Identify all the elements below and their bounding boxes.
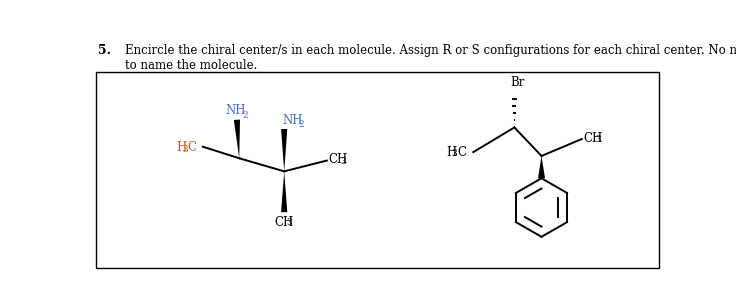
Text: C: C	[188, 141, 197, 154]
Text: 3: 3	[182, 145, 188, 153]
Text: CH: CH	[274, 216, 294, 229]
Text: 3: 3	[595, 135, 601, 144]
Text: Br: Br	[511, 76, 525, 89]
Text: NH: NH	[225, 104, 246, 117]
Polygon shape	[281, 171, 287, 212]
FancyBboxPatch shape	[96, 72, 659, 267]
Text: CH: CH	[328, 153, 347, 166]
Text: 3: 3	[341, 157, 347, 166]
Text: 2: 2	[298, 120, 304, 129]
Text: C: C	[457, 145, 466, 159]
Text: 2: 2	[242, 111, 248, 120]
Text: NH: NH	[283, 114, 303, 127]
Text: H: H	[446, 145, 456, 159]
Text: Encircle the chiral center/s in each molecule. Assign R or S configurations for : Encircle the chiral center/s in each mol…	[124, 44, 736, 72]
Text: 3: 3	[286, 217, 292, 227]
Text: 3: 3	[452, 149, 457, 158]
Polygon shape	[538, 156, 545, 178]
Polygon shape	[281, 129, 287, 171]
Text: CH: CH	[584, 132, 603, 145]
Text: 5.: 5.	[98, 44, 111, 57]
Polygon shape	[234, 120, 240, 158]
Text: H: H	[177, 141, 187, 154]
